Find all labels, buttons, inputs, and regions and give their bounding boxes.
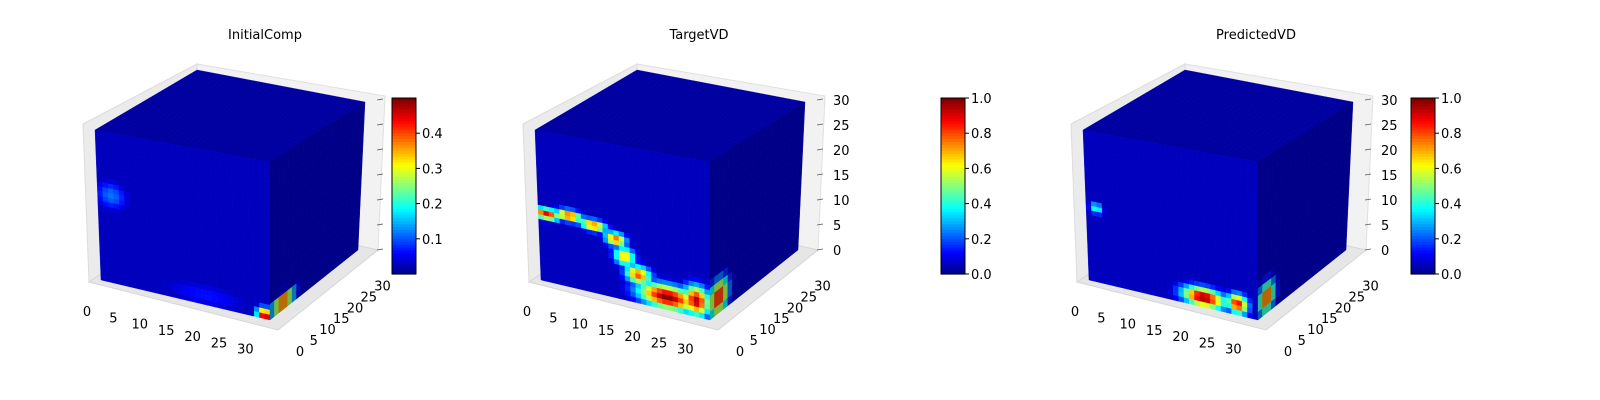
voxel-cell <box>604 289 610 297</box>
voxel-cell <box>232 306 239 313</box>
voxel-cell <box>609 291 616 298</box>
voxel-cell <box>688 309 695 317</box>
front-face <box>534 129 711 321</box>
colorbar-tick-label: 0.4 <box>422 127 443 142</box>
voxel-cell <box>259 312 265 320</box>
colorbar-tick-label: 0.2 <box>422 198 443 213</box>
voxel-cell <box>683 308 690 316</box>
voxel-cell <box>588 286 595 293</box>
voxel-cell <box>211 301 218 308</box>
x-tick-label: 15 <box>158 324 175 339</box>
voxel-cell <box>185 294 191 302</box>
voxel-cell <box>243 308 250 316</box>
voxel-cell <box>169 291 176 298</box>
x-tick-label: 10 <box>132 318 149 333</box>
colorbar: 0.1 0.2 0.3 0.4 <box>391 97 443 275</box>
voxel-cell <box>551 277 558 285</box>
voxel-cell <box>238 307 244 315</box>
voxel-cell <box>121 280 128 287</box>
voxel-cell <box>646 299 653 307</box>
voxel-cell <box>227 304 234 312</box>
voxel-cell <box>656 302 663 310</box>
voxel-cell <box>190 296 197 303</box>
voxel-cell <box>132 282 139 290</box>
voxel-cell <box>195 297 202 305</box>
voxel-cell <box>630 296 637 303</box>
voxel-cell <box>216 302 223 310</box>
voxel-cell <box>137 283 144 291</box>
voxel-cell <box>142 284 149 292</box>
voxel-cell <box>248 309 255 317</box>
y-tick-label: 30 <box>374 279 391 294</box>
front-face <box>94 129 271 321</box>
x-tick-label: 5 <box>109 311 117 326</box>
voxel-cell <box>158 288 165 296</box>
voxel-cell <box>567 281 573 288</box>
voxel-cell <box>116 278 123 286</box>
voxel-cell <box>704 313 711 321</box>
voxel-cell <box>693 311 700 318</box>
voxel-cell <box>635 297 642 305</box>
x-tick-label: 20 <box>184 330 201 345</box>
voxel-cell <box>699 312 705 320</box>
voxel-cell <box>672 306 679 313</box>
voxel-cell <box>619 293 626 301</box>
voxel-cell <box>148 286 155 293</box>
voxel-cell <box>174 292 181 300</box>
voxel-cell <box>614 292 621 300</box>
voxel-cell <box>111 277 118 285</box>
voxel-cell <box>264 313 271 321</box>
voxel-cell <box>206 299 213 307</box>
voxel-cell <box>625 294 631 302</box>
panel-title: InitialComp <box>228 28 302 43</box>
voxel-cell <box>641 298 647 306</box>
voxel-cell <box>651 301 658 308</box>
x-tick-label: 30 <box>237 343 254 358</box>
colorbar-tick-label: 0.3 <box>422 162 443 177</box>
voxel-cell <box>127 281 133 288</box>
voxel-cell <box>577 283 584 291</box>
voxel-cell <box>153 287 160 295</box>
voxel-cell <box>667 304 674 312</box>
colorbar-tick-label: 0.1 <box>422 233 443 248</box>
voxel-cell <box>179 293 186 301</box>
voxel-cell <box>598 288 605 296</box>
voxel-cell <box>582 284 589 292</box>
x-tick-label: 0 <box>83 305 91 320</box>
voxel-cell <box>678 307 684 315</box>
voxel-cell <box>572 282 579 290</box>
voxel-cell <box>201 298 207 306</box>
top-face <box>94 69 366 163</box>
voxel-cell <box>662 303 668 311</box>
voxel-cell <box>222 303 228 311</box>
voxel-cell <box>561 280 568 287</box>
voxel-cell <box>556 278 563 286</box>
y-tick-label: 0 <box>296 345 304 360</box>
x-tick-label: 25 <box>211 336 228 351</box>
voxel-cell <box>253 311 260 318</box>
voxel-cell <box>164 289 170 297</box>
y-tick-label: 5 <box>310 334 318 349</box>
voxel-cell <box>593 287 600 295</box>
